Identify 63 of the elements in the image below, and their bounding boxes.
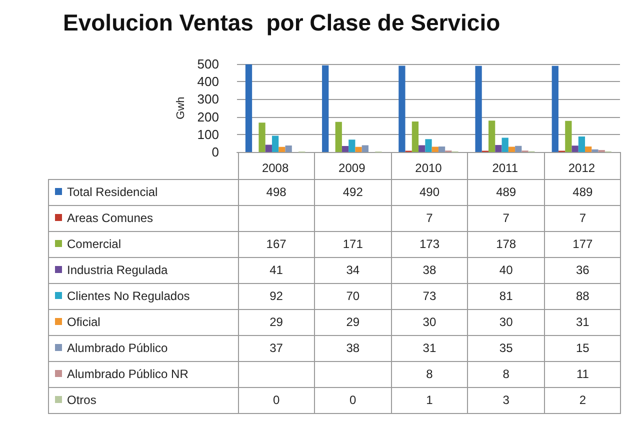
data-label: 0 [314,387,392,413]
data-label: 489 [544,179,621,205]
data-label: 7 [391,205,468,231]
data-label: 178 [468,231,544,257]
data-label: 36 [544,257,621,283]
data-label: 29 [238,309,315,335]
y-tick-label: 500 [197,56,219,72]
y-tick-label: 100 [197,126,219,142]
y-tick-label: 400 [197,74,219,90]
legend-label: Areas Comunes [48,205,238,231]
data-label: 8 [391,361,468,387]
data-label: 41 [238,257,315,283]
legend-label: Total Residencial [48,179,238,205]
x-tick-label: 2012 [568,161,596,175]
data-label: 31 [544,309,621,335]
y-tick-label: 200 [197,109,219,124]
legend-label: Alumbrado Público NR [48,361,238,387]
data-label: 11 [544,361,621,387]
data-label: 490 [391,179,468,205]
x-tick-label: 2011 [492,161,518,175]
x-tick-label: 2008 [262,161,289,175]
legend-label: Clientes No Regulados [48,283,238,309]
data-label: 81 [468,283,544,309]
data-label: 2 [544,387,621,413]
y-axis-title: Gwh [174,96,187,120]
data-label: 40 [468,257,544,283]
data-label: 3 [468,387,544,413]
data-label: 177 [544,231,621,257]
data-label: 30 [391,309,468,335]
data-label: 38 [314,335,392,361]
data-label: 31 [391,335,468,361]
data-label: 30 [468,309,544,335]
data-label: 73 [391,283,468,309]
data-label: 88 [544,283,621,309]
x-tick-label: 2009 [338,161,366,175]
data-label: 173 [391,231,468,257]
chart-title: Evolucion Ventas por Clase de Servicio [63,10,500,36]
legend-label: Oficial [48,309,238,335]
data-label: 37 [238,335,315,361]
data-label: 29 [314,309,392,335]
legend-label: Industria Regulada [48,257,238,283]
data-label: 35 [468,335,544,361]
legend-label: Alumbrado Público [48,335,238,361]
data-label: 15 [544,335,621,361]
data-label: 7 [468,205,544,231]
data-label: 8 [468,361,544,387]
data-label: 167 [238,231,315,257]
data-label: 70 [314,283,392,309]
data-label: 38 [391,257,468,283]
legend-label: Otros [48,387,238,413]
data-label: 489 [468,179,544,205]
data-label: 1 [391,387,468,413]
data-label: 0 [238,387,315,413]
x-tick-label: 2010 [415,161,442,175]
y-tick-label: 0 [212,144,219,160]
data-label: 34 [314,257,392,283]
data-label: 498 [238,179,315,205]
data-label: 492 [314,179,392,205]
data-label: 171 [314,231,392,257]
data-label: 92 [238,283,315,309]
data-label: 7 [544,205,621,231]
legend-label: Comercial [48,231,238,257]
y-tick-label: 300 [197,92,219,107]
